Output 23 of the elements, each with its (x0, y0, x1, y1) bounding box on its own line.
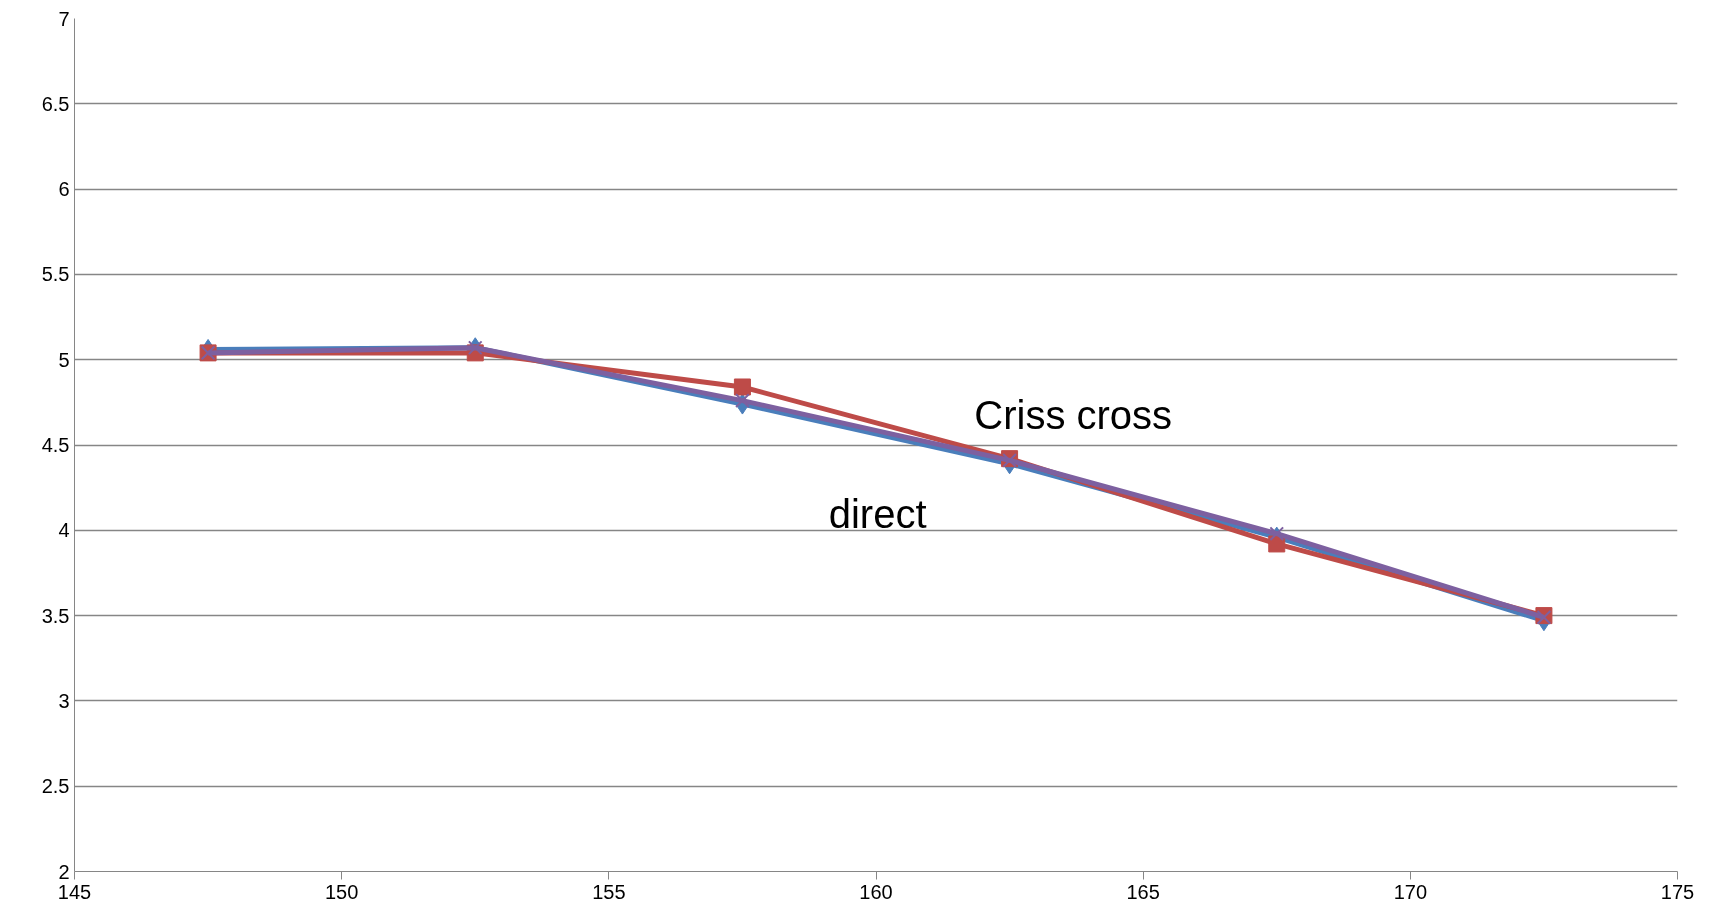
point (735, 393, 750, 409)
point (1269, 526, 1285, 542)
x-tick-label: 155 (592, 880, 626, 903)
x-tick-label: 175 (1660, 880, 1695, 903)
annotation: Criss cross (974, 393, 1173, 438)
y-tick-label: 3.5 (41, 604, 70, 627)
y-tick-label: 3 (58, 689, 70, 712)
y-tick-label: 7 (58, 7, 70, 30)
x-tick-label: 160 (859, 880, 893, 903)
y-tick-label: 2 (58, 860, 70, 883)
point (733, 378, 751, 396)
annotation: direct (828, 492, 927, 537)
x-tick-label: 145 (57, 880, 92, 903)
y-tick-label: 4 (58, 519, 70, 542)
y-tick-label: 2.5 (41, 775, 70, 798)
x-tick-label: 170 (1393, 880, 1428, 903)
x-tick-label: 165 (1126, 880, 1160, 903)
x-tick-label: 150 (324, 880, 359, 903)
y-tick-label: 4.5 (41, 434, 70, 456)
y-tick-label: 5.5 (41, 263, 70, 286)
y-tick-label: 5 (58, 348, 70, 371)
y-tick-label: 6 (58, 178, 70, 201)
y-tick-label: 6.5 (41, 92, 70, 115)
